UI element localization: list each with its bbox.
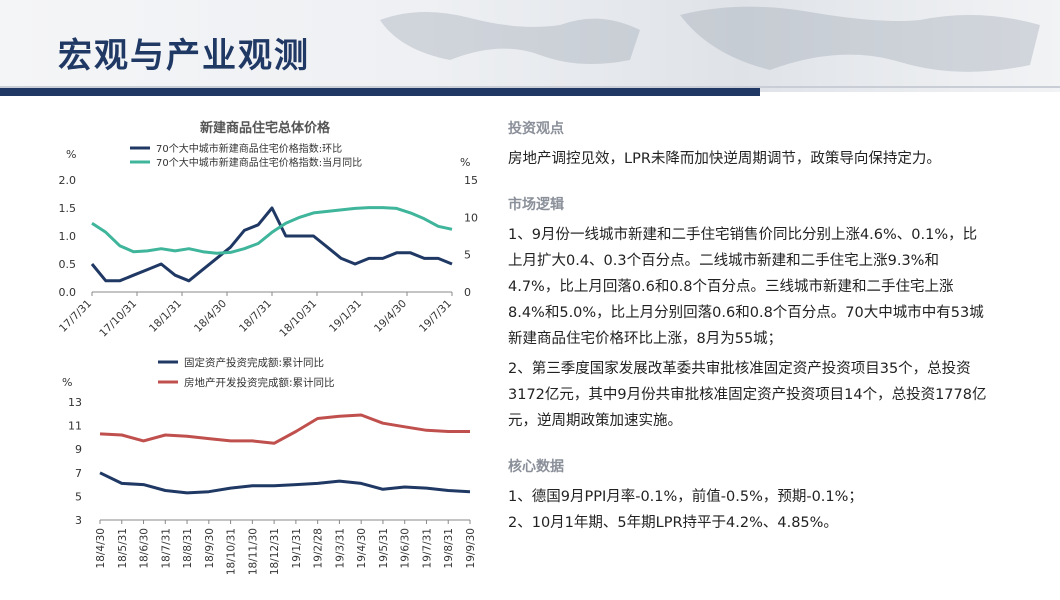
chart1-series bbox=[90, 206, 453, 283]
x-tick-label: 18/9/30 bbox=[204, 528, 216, 568]
x-tick-label: 19/2/28 bbox=[313, 528, 325, 568]
y-tick-label: 0.0 bbox=[59, 286, 77, 299]
y-tick-label: 1.5 bbox=[59, 202, 77, 215]
x-tick-label: 18/12/31 bbox=[269, 528, 281, 575]
y-tick-label: 2.0 bbox=[59, 174, 77, 187]
x-tick-label: 19/4/30 bbox=[356, 528, 368, 568]
chart1-y-ticks: 2.0 1.5 1.0 0.5 0.0 bbox=[59, 174, 77, 299]
x-tick-label: 18/11/30 bbox=[247, 528, 259, 575]
x-tick-label: 19/5/31 bbox=[378, 528, 390, 568]
chart2-y-ticks: 13 11 9 7 5 3 bbox=[68, 396, 82, 527]
x-tick-label: 17/10/31 bbox=[97, 298, 139, 340]
legend-label: 固定资产投资完成额:累计同比 bbox=[184, 356, 324, 369]
x-tick-label: 18/7/31 bbox=[160, 528, 172, 568]
y2-tick-label: 0 bbox=[464, 286, 471, 299]
y-tick-label: 1.0 bbox=[59, 230, 77, 243]
x-tick-label: 19/1/31 bbox=[327, 298, 364, 335]
y-tick-label: 3 bbox=[75, 514, 82, 527]
y2-tick-label: 5 bbox=[464, 249, 471, 262]
section-logic: 市场逻辑 1、9月份一线城市新建和二手住宅销售价同比分别上涨4.6%、0.1%，… bbox=[508, 194, 988, 434]
y-tick-label: 13 bbox=[68, 396, 82, 409]
legend-label: 70个大中城市新建商品住宅价格指数:当月同比 bbox=[156, 156, 362, 169]
section-core-data: 核心数据 1、德国9月PPI月率-0.1%，前值-0.5%，预期-0.1%； 2… bbox=[508, 456, 988, 536]
chart1-left-unit: % bbox=[66, 148, 76, 161]
chart1-title: 新建商品住宅总体价格 bbox=[200, 120, 331, 136]
page-title: 宏观与产业观测 bbox=[58, 36, 310, 76]
section-paragraph: 房地产调控见效，LPR未降而加快逆周期调节，政策导向保持定力。 bbox=[508, 151, 941, 167]
x-tick-label: 18/8/31 bbox=[182, 528, 194, 568]
x-tick-label: 18/10/31 bbox=[277, 298, 319, 340]
chart2-series bbox=[99, 413, 471, 495]
x-tick-label: 18/6/30 bbox=[139, 528, 151, 568]
section-paragraph: 1、德国9月PPI月率-0.1%，前值-0.5%，预期-0.1%； bbox=[508, 489, 863, 505]
chart2-x-ticks: 18/4/30 18/5/31 18/6/30 18/7/31 18/8/31 18/9/… bbox=[95, 519, 477, 575]
chart1-x-ticks: 17/7/31 17/10/31 18/1/31 18/4/30 18/7/31 18/1… bbox=[57, 291, 454, 340]
chart-new-housing-price: 新建商品住宅总体价格 % % 70个大中城市新建商品住宅价格指数:环比70个大中… bbox=[57, 120, 478, 339]
series-line bbox=[91, 206, 453, 255]
section-heading: 投资观点 bbox=[508, 121, 564, 137]
commentary-panel: 投资观点 房地产调控见效，LPR未降而加快逆周期调节，政策导向保持定力。 市场逻… bbox=[508, 118, 988, 536]
x-tick-label: 19/8/31 bbox=[443, 528, 455, 568]
x-tick-label: 18/4/30 bbox=[95, 528, 107, 568]
y2-tick-label: 15 bbox=[464, 174, 478, 187]
title-accent-bar bbox=[0, 88, 760, 96]
section-paragraph: 1、9月份一线城市新建和二手住宅销售价同比分别上涨4.6%、0.1%，比上月扩大… bbox=[508, 227, 984, 347]
series-line bbox=[99, 471, 471, 495]
x-tick-label: 18/4/30 bbox=[192, 298, 229, 335]
y-tick-label: 5 bbox=[75, 490, 82, 503]
section-paragraph: 2、10月1年期、5年期LPR持平于4.2%、4.85%。 bbox=[508, 515, 838, 531]
y-tick-label: 7 bbox=[75, 467, 82, 480]
y-tick-label: 0.5 bbox=[59, 258, 77, 271]
charts-svg: 新建商品住宅总体价格 % % 70个大中城市新建商品住宅价格指数:环比70个大中… bbox=[57, 120, 478, 575]
x-tick-label: 19/7/31 bbox=[421, 528, 433, 568]
x-tick-label: 18/10/31 bbox=[226, 528, 238, 575]
x-tick-label: 19/7/31 bbox=[417, 298, 454, 335]
series-line bbox=[99, 413, 470, 445]
header-band bbox=[0, 0, 1060, 92]
chart1-right-unit: % bbox=[460, 156, 470, 169]
x-tick-label: 19/3/31 bbox=[334, 528, 346, 568]
x-tick-label: 17/7/31 bbox=[57, 298, 94, 335]
charts-panel: 新建商品住宅总体价格 % % 70个大中城市新建商品住宅价格指数:环比 70个大中… bbox=[0, 96, 500, 596]
x-tick-label: 19/1/31 bbox=[291, 528, 303, 568]
section-heading: 市场逻辑 bbox=[508, 197, 564, 213]
x-tick-label: 19/9/30 bbox=[465, 528, 477, 568]
x-tick-label: 18/7/31 bbox=[237, 298, 274, 335]
chart2-left-unit: % bbox=[62, 376, 72, 389]
chart1-legend: 70个大中城市新建商品住宅价格指数:环比70个大中城市新建商品住宅价格指数:当月… bbox=[130, 142, 362, 169]
header-rule bbox=[0, 86, 1060, 88]
x-tick-label: 19/4/30 bbox=[372, 298, 409, 335]
y2-tick-label: 10 bbox=[464, 211, 478, 224]
x-tick-label: 18/1/31 bbox=[147, 298, 184, 335]
x-tick-label: 18/5/31 bbox=[117, 528, 129, 568]
y-tick-label: 11 bbox=[68, 420, 82, 433]
y-tick-label: 9 bbox=[75, 443, 82, 456]
world-map-decoration bbox=[380, 6, 1040, 72]
section-paragraph: 2、第三季度国家发展改革委共审批核准固定资产投资项目35个，总投资3172亿元，… bbox=[508, 361, 987, 429]
legend-label: 房地产开发投资完成额:累计同比 bbox=[184, 376, 335, 389]
chart1-y2-ticks: 15 10 5 0 bbox=[464, 174, 478, 299]
legend-label: 70个大中城市新建商品住宅价格指数:环比 bbox=[156, 142, 342, 155]
x-tick-label: 19/6/30 bbox=[400, 528, 412, 568]
section-view: 投资观点 房地产调控见效，LPR未降而加快逆周期调节，政策导向保持定力。 bbox=[508, 118, 988, 172]
series-line bbox=[90, 206, 453, 283]
section-heading: 核心数据 bbox=[508, 459, 564, 475]
